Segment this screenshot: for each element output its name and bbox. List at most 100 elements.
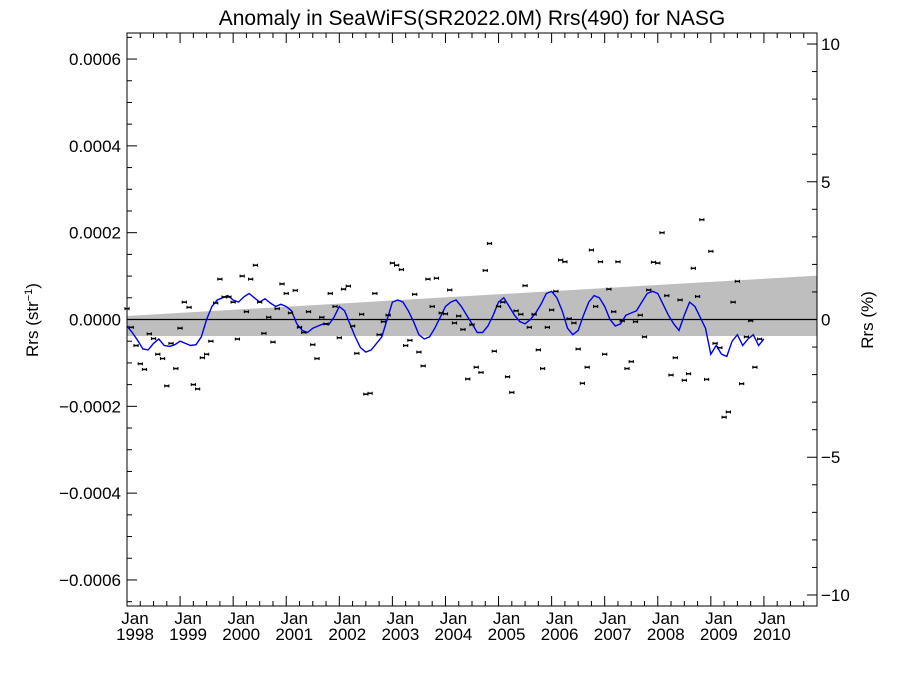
- data-point: [504, 375, 511, 379]
- x-tick-label-year: 2010: [753, 625, 791, 644]
- data-point: [292, 288, 298, 292]
- data-point: [495, 304, 502, 308]
- data-point: [677, 298, 683, 302]
- x-tick-label-year: 2001: [275, 625, 313, 644]
- data-point: [345, 284, 351, 288]
- data-point: [358, 312, 365, 316]
- data-point: [301, 331, 307, 335]
- data-point: [650, 260, 657, 264]
- x-tick-label-year: 2006: [541, 625, 579, 644]
- data-point: [380, 320, 386, 324]
- data-point: [513, 309, 519, 313]
- data-point: [500, 300, 506, 304]
- data-point: [456, 314, 462, 318]
- chart-title: Anomaly in SeaWiFS(SR2022.0M) Rrs(490) f…: [219, 7, 726, 30]
- data-point: [575, 347, 581, 351]
- data-point: [433, 276, 440, 280]
- data-point: [531, 312, 537, 316]
- data-point: [261, 331, 267, 335]
- x-tick-label-month: Jan: [281, 609, 308, 628]
- data-point: [646, 288, 652, 292]
- data-point: [597, 260, 604, 264]
- data-point: [451, 321, 458, 325]
- data-point: [376, 333, 382, 337]
- y-tick-label-right: 0: [821, 311, 830, 330]
- data-point: [469, 323, 475, 327]
- data-point: [535, 348, 541, 352]
- data-point: [213, 301, 219, 305]
- x-tick-label-year: 2005: [488, 625, 526, 644]
- data-point: [694, 294, 701, 299]
- x-tick-label-month: Jan: [546, 609, 573, 628]
- data-point: [146, 332, 152, 336]
- data-point: [571, 321, 577, 325]
- data-point: [274, 307, 280, 311]
- x-tick-label-month: Jan: [705, 609, 732, 628]
- data-point: [721, 415, 727, 419]
- x-tick-label-month: Jan: [599, 609, 626, 628]
- data-point: [615, 260, 621, 264]
- data-point: [190, 383, 196, 387]
- data-point: [407, 338, 413, 342]
- data-point: [270, 340, 276, 344]
- data-point: [243, 310, 250, 314]
- data-point: [562, 260, 568, 264]
- data-point: [522, 284, 528, 288]
- x-tick-label-month: Jan: [334, 609, 361, 628]
- x-tick-label-month: Jan: [387, 609, 414, 628]
- data-point: [133, 344, 139, 348]
- data-point: [389, 261, 396, 265]
- data-point: [394, 263, 400, 267]
- data-point: [340, 287, 347, 291]
- data-point: [743, 335, 750, 339]
- data-point: [703, 377, 710, 381]
- data-point: [283, 291, 289, 295]
- y-axis-title-left-main: Rrs (str: [23, 301, 42, 357]
- data-point: [611, 310, 617, 314]
- data-point: [323, 322, 329, 326]
- x-tick-label-year: 2004: [435, 625, 473, 644]
- data-point: [602, 352, 608, 356]
- data-point: [305, 310, 312, 314]
- data-point: [717, 346, 723, 350]
- data-point: [372, 291, 378, 295]
- data-point: [699, 218, 705, 222]
- x-tick-label-month: Jan: [440, 609, 467, 628]
- data-point: [637, 313, 643, 317]
- data-point: [672, 356, 678, 360]
- y-tick-label-right: −10: [821, 586, 850, 605]
- data-point: [641, 335, 648, 339]
- data-point: [548, 308, 555, 312]
- data-point: [690, 266, 696, 270]
- data-point: [128, 325, 134, 329]
- data-point: [632, 320, 639, 324]
- data-point: [606, 287, 612, 291]
- data-point: [319, 315, 325, 319]
- data-point: [155, 352, 161, 356]
- data-point: [186, 305, 192, 309]
- data-point: [748, 319, 754, 323]
- data-point: [266, 315, 272, 319]
- data-point: [544, 325, 550, 329]
- data-point: [208, 339, 214, 343]
- data-point: [619, 319, 625, 323]
- data-point: [526, 325, 532, 329]
- data-point: [287, 311, 294, 315]
- data-point: [363, 392, 369, 396]
- x-tick-label-month: Jan: [227, 609, 254, 628]
- y-axis-title-right: Rrs (%): [858, 291, 877, 349]
- data-point: [593, 304, 599, 308]
- data-point: [332, 304, 338, 308]
- data-point: [659, 231, 665, 235]
- y-tick-label-left: 0.0006: [69, 50, 121, 69]
- data-point: [712, 341, 718, 345]
- data-point: [420, 364, 426, 368]
- data-point: [725, 410, 731, 414]
- x-tick-label-year: 2003: [381, 625, 419, 644]
- data-point: [385, 313, 391, 317]
- data-point: [558, 258, 564, 262]
- data-point: [752, 365, 758, 369]
- trend-band-layer: [127, 275, 817, 336]
- data-point: [460, 327, 466, 332]
- y-tick-label-left: 0.0004: [69, 137, 121, 156]
